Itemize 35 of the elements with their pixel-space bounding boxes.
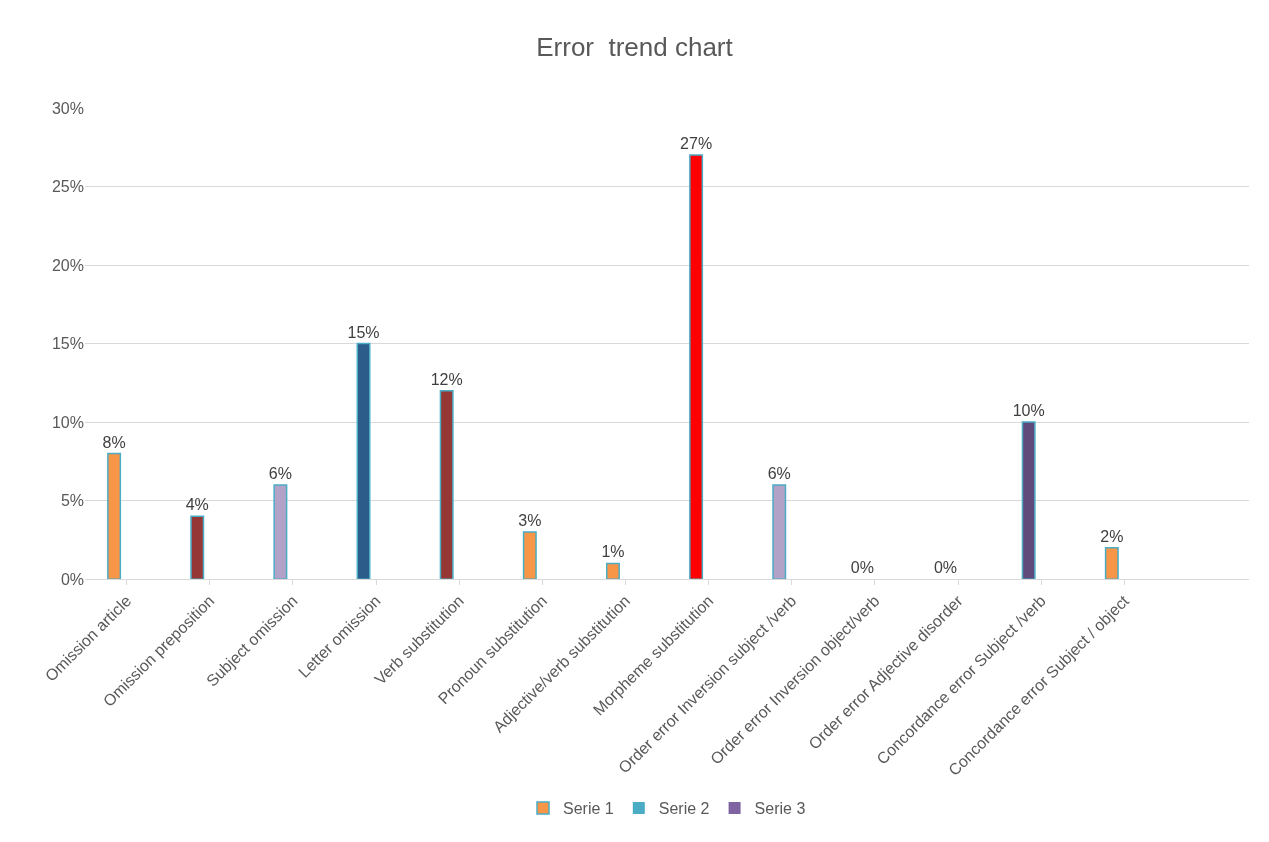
legend-label: Serie 2 [658,800,710,818]
bar [190,515,205,580]
bar [522,531,537,580]
y-tick-label: 20% [51,256,84,274]
data-label: 10% [1012,402,1045,420]
bar [772,484,787,580]
legend-label: Serie 3 [754,800,806,818]
y-tick-label: 0% [60,570,84,588]
y-tick-label: 10% [51,413,84,431]
bar [107,452,122,580]
chart-title: Error trend chart [536,32,734,63]
data-label: 15% [347,323,380,341]
y-tick-label: 5% [60,492,84,510]
data-label: 3% [518,512,542,530]
data-label: 2% [1100,527,1124,545]
data-label: 0% [850,559,874,577]
bar [439,389,454,580]
bar [689,154,704,580]
data-label: 8% [102,433,126,451]
y-tick-label: 25% [51,178,84,196]
y-tick-label: 30% [51,99,84,117]
bar [1021,421,1036,580]
data-label: 27% [680,135,713,153]
data-label: 0% [933,559,958,577]
data-label: 6% [268,464,292,482]
data-label: 1% [601,543,625,561]
data-label: 12% [430,370,463,388]
data-label: 6% [767,464,791,482]
bar [356,342,371,580]
data-label: 4% [185,496,209,514]
bar [1104,547,1119,580]
legend-label: Serie 1 [563,800,614,818]
bar [273,484,288,580]
y-tick-label: 15% [51,335,84,353]
bar [605,562,620,580]
